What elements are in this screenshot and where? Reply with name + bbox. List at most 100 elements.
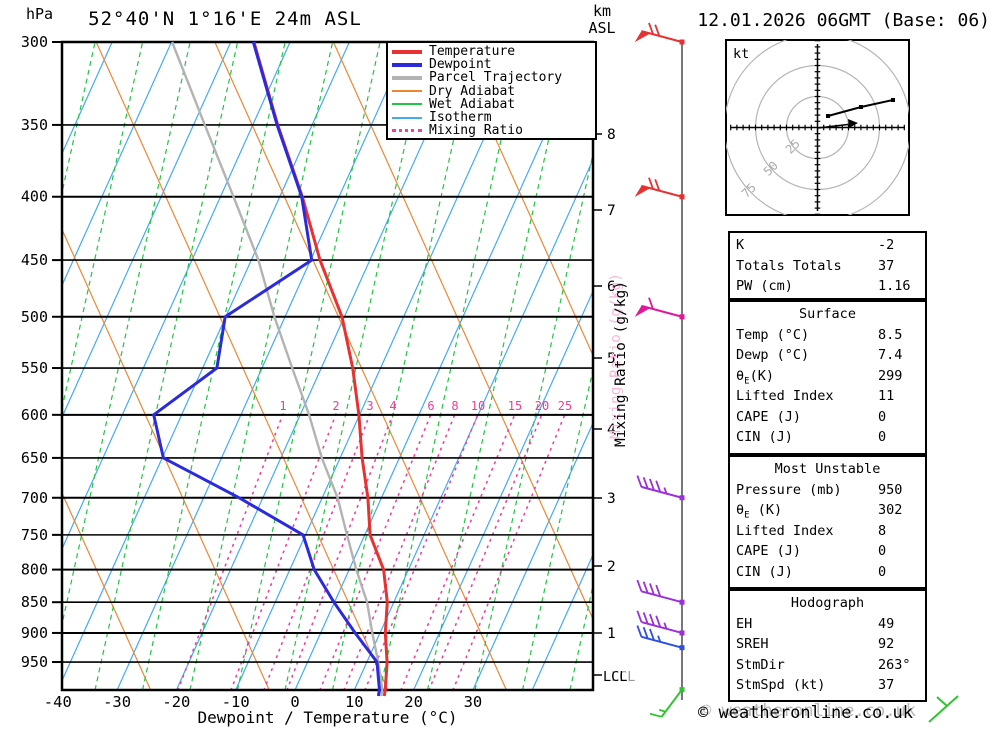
info-label: Dewp (°C) [736, 347, 810, 363]
info-value: 37 [878, 677, 895, 693]
info-table-row: PW (cm) 1.16 [730, 276, 925, 297]
info-value: 299 [878, 367, 903, 384]
svg-text:500: 500 [21, 308, 48, 326]
svg-text:2: 2 [607, 559, 616, 575]
info-table-surface: Surface Temp (°C) 8.5 Dewp (°C) 7.4 θE(K) 299 L… [728, 300, 927, 455]
info-table-most-unstable: Most Unstable Pressure (mb) 950 θE (K) 302 Li… [728, 455, 927, 589]
dewpoint-curve [152, 41, 381, 697]
storm-motion-vector [817, 123, 853, 129]
svg-text:900: 900 [21, 624, 48, 642]
svg-text:450: 450 [21, 251, 48, 269]
pressure-unit-label: hPa [26, 5, 54, 23]
info-value: 37 [878, 257, 895, 274]
svg-text:8: 8 [607, 127, 616, 143]
legend-item: Wet Adiabat [392, 96, 595, 112]
legend-line-sample [392, 103, 422, 106]
wind-barb [636, 625, 685, 651]
svg-text:10: 10 [345, 693, 364, 711]
parcel-trajectory-curve [170, 41, 384, 697]
info-value: 8.5 [878, 326, 903, 343]
svg-text:6: 6 [607, 279, 616, 295]
svg-text:-40: -40 [44, 693, 72, 711]
legend-item: Temperature [392, 44, 595, 60]
wind-barb [634, 177, 685, 200]
info-table-row: Pressure (mb) 950 [730, 480, 925, 501]
temperature-axis-title: Dewpoint / Temperature (°C) [197, 708, 458, 727]
info-table-header: Surface [799, 306, 856, 322]
svg-text:3: 3 [366, 399, 373, 413]
info-value: 49 [878, 615, 895, 632]
legend-line-sample [392, 49, 422, 54]
info-value: 1.16 [878, 278, 911, 294]
svg-text:25: 25 [558, 399, 572, 413]
info-label: CIN (J) [736, 429, 793, 445]
info-value: 11 [878, 388, 895, 404]
svg-text:-10: -10 [222, 693, 250, 711]
info-value: 0 [878, 408, 887, 425]
info-label: CAPE (J) [736, 543, 802, 559]
svg-text:1: 1 [607, 626, 616, 642]
svg-text:15: 15 [508, 399, 522, 413]
svg-text:8: 8 [451, 399, 458, 413]
info-table-row: SREH 92 [730, 634, 925, 655]
svg-text:1: 1 [279, 399, 286, 413]
svg-text:700: 700 [21, 489, 48, 507]
svg-text:5: 5 [607, 351, 616, 367]
svg-text:2: 2 [332, 399, 339, 413]
info-value: 0 [878, 543, 887, 559]
legend-line-sample [392, 90, 422, 93]
altitude-axis-unit: km ASL [578, 3, 626, 37]
info-table-row: K -2 [730, 235, 925, 256]
info-label: θE (K) [736, 502, 783, 521]
legend-item: Dewpoint [392, 57, 595, 72]
run-datetime: 12.01.2026 06GMT (Base: 06) [697, 10, 990, 31]
svg-text:600: 600 [21, 406, 48, 424]
wind-barb [636, 475, 685, 501]
wind-barb [634, 297, 685, 320]
legend-line-sample [392, 75, 422, 80]
legend: Temperature Dewpoint Parcel Trajectory Dry … [386, 41, 597, 141]
svg-text:550: 550 [21, 359, 48, 377]
svg-text:0: 0 [290, 693, 299, 711]
mixing-ratio-value-labels: 1 2 3 4 6 8 10 15 20 25 [279, 399, 572, 413]
wind-barb [649, 687, 685, 718]
info-value: 302 [878, 502, 903, 518]
svg-text:30: 30 [464, 693, 483, 711]
info-table: K -2 Totals Totals 37 PW (cm) 1.16 [728, 231, 927, 300]
legend-item-label: Temperature [429, 44, 516, 60]
info-value: -2 [878, 237, 895, 253]
hodograph-unit-label: kt [733, 46, 749, 62]
info-label: Temp (°C) [736, 326, 810, 343]
legend-item: Isotherm [392, 110, 595, 125]
info-label: Totals Totals [736, 257, 842, 274]
svg-text:350: 350 [21, 116, 48, 134]
info-table-row: Lifted Index 11 [730, 386, 925, 407]
legend-line-sample [392, 116, 422, 119]
legend-item-label: Dry Adiabat [429, 83, 516, 99]
info-label: Lifted Index [736, 388, 834, 404]
svg-text:850: 850 [21, 593, 48, 611]
info-table-row: CIN (J) 0 [730, 427, 925, 448]
info-table-row: θE (K) 302 [730, 500, 925, 521]
info-label: θE(K) [736, 367, 774, 387]
info-table-row: Lifted Index 8 [730, 521, 925, 542]
svg-text:300: 300 [21, 33, 48, 51]
svg-text:-20: -20 [162, 693, 190, 711]
legend-item-label: Wet Adiabat [429, 96, 516, 112]
legend-item-label: Parcel Trajectory [429, 70, 563, 86]
info-label: Lifted Index [736, 522, 834, 539]
background-line-families [62, 42, 593, 690]
info-table-row: StmDir 263° [730, 655, 925, 676]
axis-labels: 3003504004505005506006507007508008509009… [21, 33, 616, 711]
surface-wind-barb-corner [928, 695, 959, 723]
svg-text:-30: -30 [103, 693, 131, 711]
info-label: EH [736, 615, 753, 632]
info-table-row: CAPE (J) 0 [730, 541, 925, 562]
legend-line-sample [392, 129, 422, 133]
info-label: K [736, 237, 745, 253]
svg-text:400: 400 [21, 188, 48, 206]
mixing-ratio-axis-label: Mixing Ratio (g/kg) [613, 281, 629, 447]
svg-text:20: 20 [535, 399, 549, 413]
info-value: 950 [878, 481, 903, 498]
